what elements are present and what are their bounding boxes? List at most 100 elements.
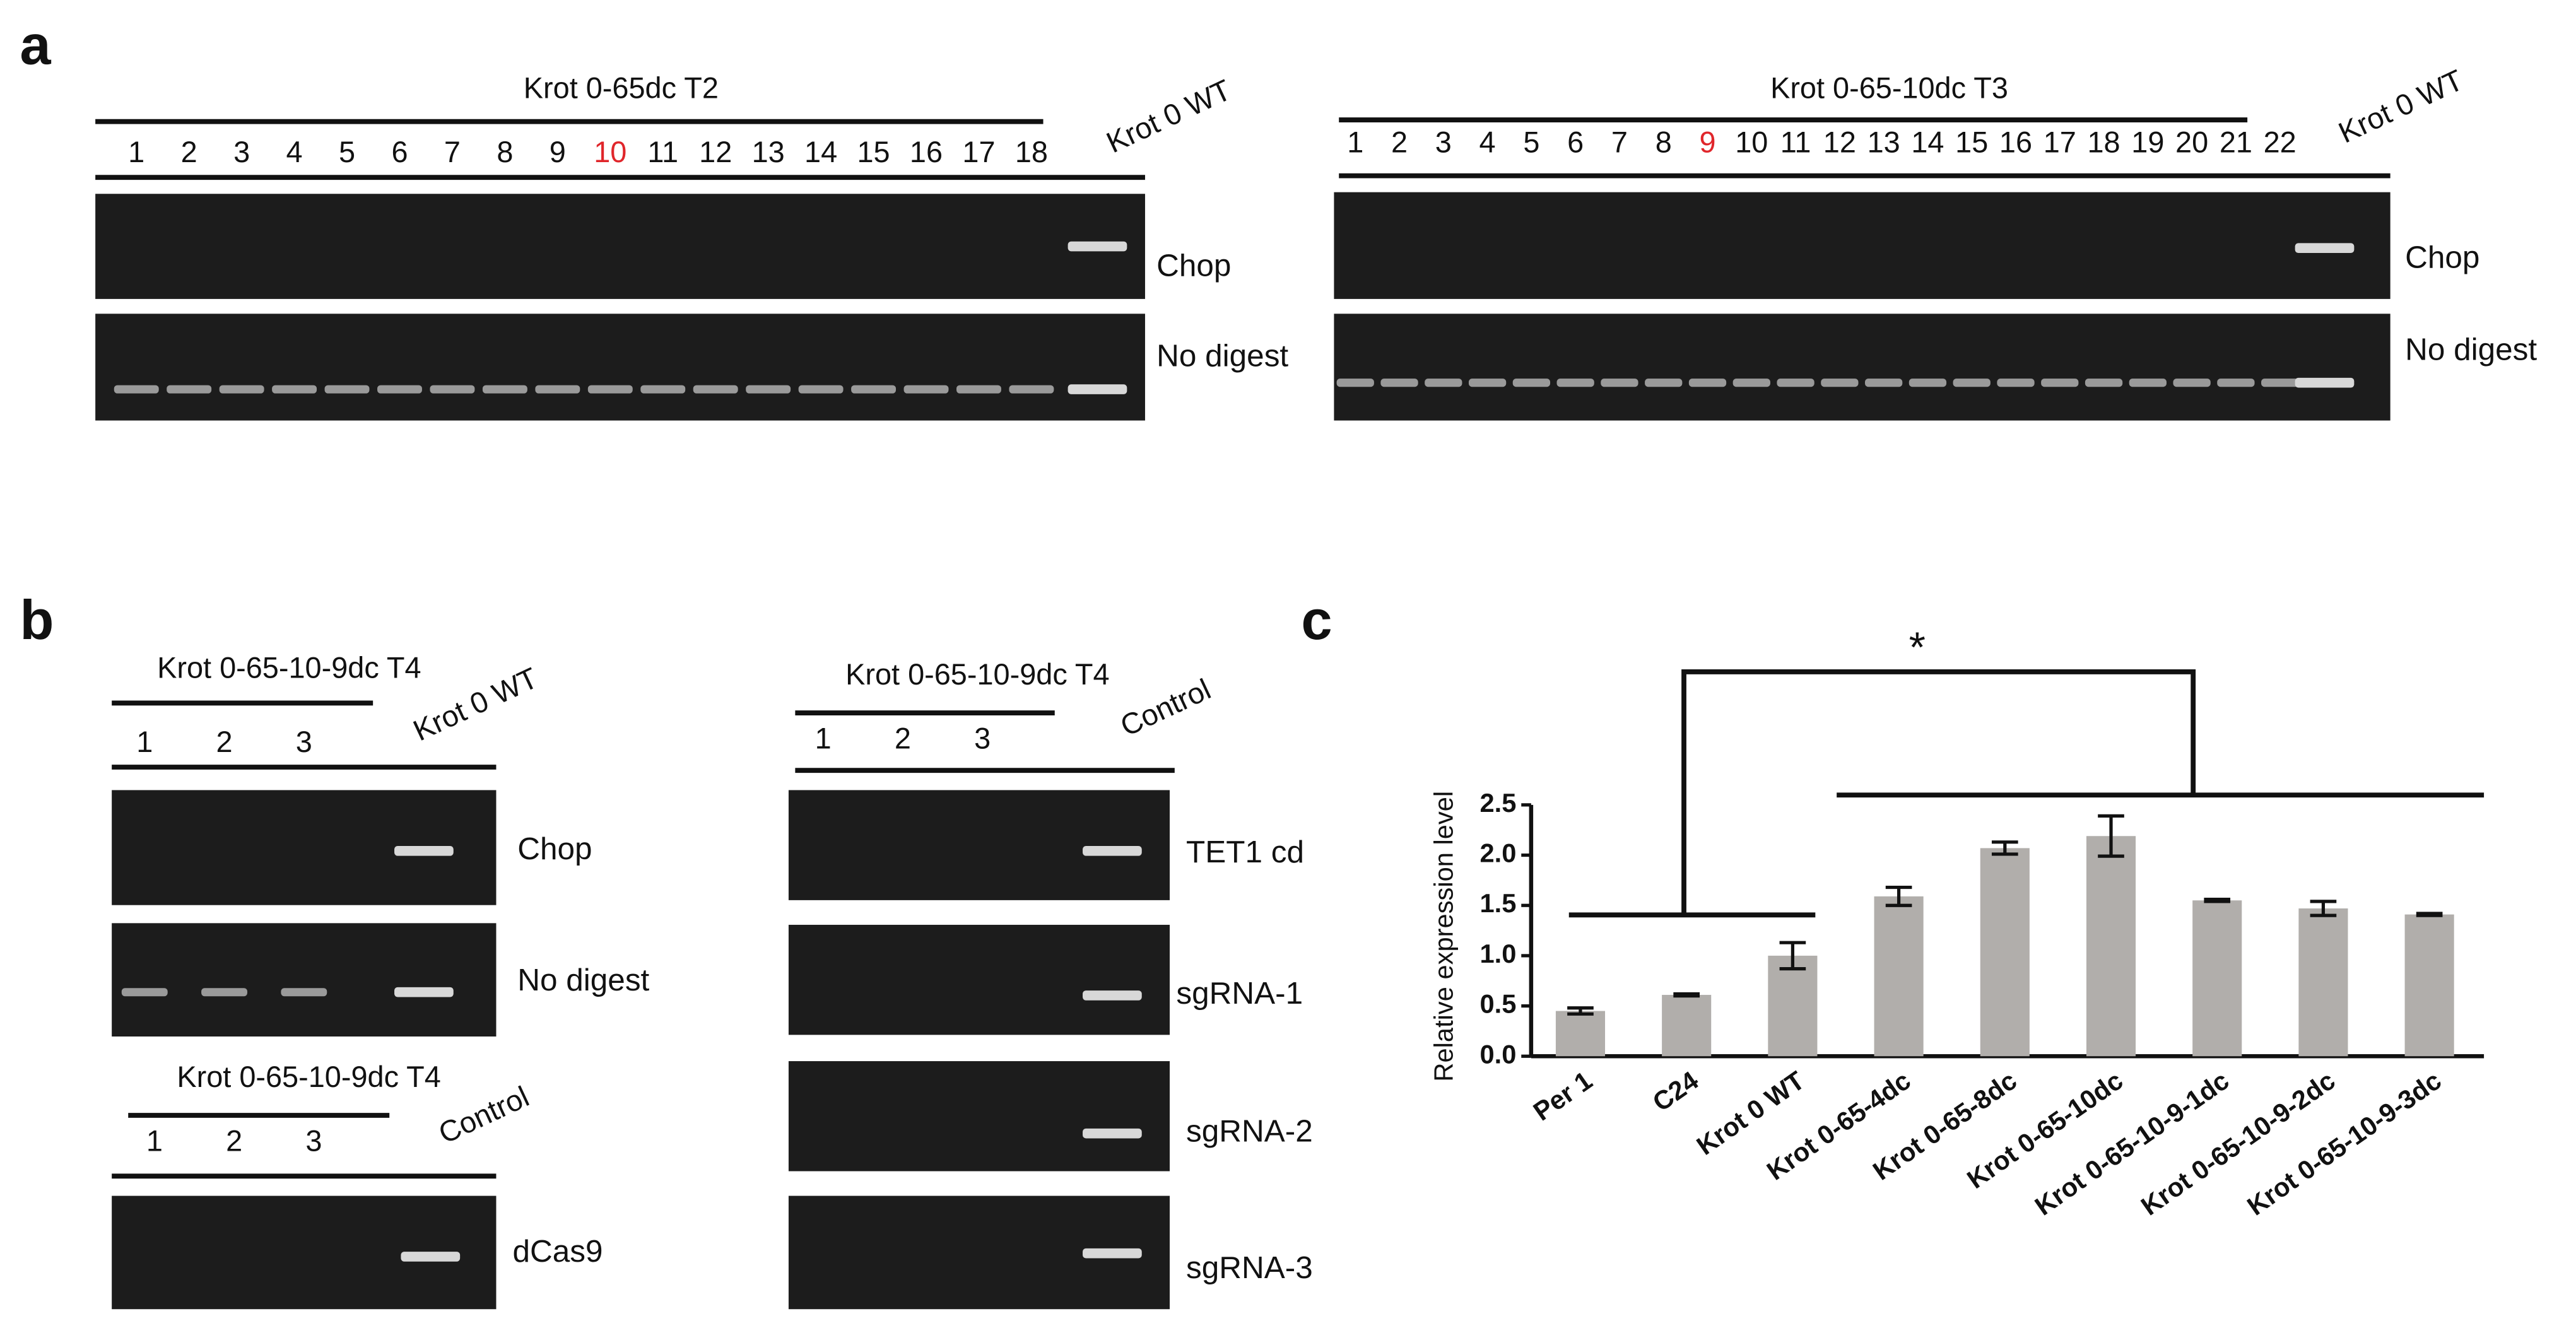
- gel-label: Chop: [517, 831, 592, 866]
- gel-label: No digest: [517, 963, 649, 997]
- gel-image: [95, 194, 1145, 299]
- lane-label: 6: [391, 136, 408, 168]
- gel-band: [1425, 379, 1462, 387]
- gel-band: [1821, 379, 1859, 387]
- gel-band: [693, 385, 738, 394]
- gel-band: [201, 988, 247, 997]
- gel-band: [1997, 379, 2035, 387]
- gel-band: [640, 385, 686, 394]
- gel-band: [2217, 379, 2255, 387]
- lane-label: 14: [804, 136, 837, 168]
- lane-label: 2: [1391, 126, 1408, 159]
- error-bar: [2098, 814, 2124, 858]
- lane-label: 6: [1567, 126, 1584, 159]
- gel-band: [394, 987, 454, 997]
- gel-band: [1732, 379, 1770, 387]
- gel-band: [587, 385, 633, 394]
- gel-band: [2041, 379, 2079, 387]
- gel-band: [401, 1252, 461, 1262]
- gel-label: Chop: [2405, 240, 2479, 274]
- lane-label: 1: [128, 136, 144, 168]
- error-bar: [1673, 992, 1700, 998]
- gel-label: Chop: [1156, 248, 1231, 283]
- lane-label: 18: [1015, 136, 1048, 168]
- lane-label: 5: [339, 136, 355, 168]
- lane-label: 3: [974, 722, 991, 755]
- gel-band: [1953, 379, 1991, 387]
- lane-label: 15: [857, 136, 890, 168]
- gel-band: [1777, 379, 1814, 387]
- gel-band: [2295, 377, 2355, 388]
- lane-label: 2: [216, 725, 232, 758]
- gel-band: [798, 385, 844, 394]
- gel-title: Krot 0-65-10-9dc T4: [157, 652, 421, 684]
- bar: [2086, 836, 2136, 1057]
- gel-label: TET1 cd: [1186, 835, 1304, 869]
- lane-label: 16: [1999, 126, 2032, 159]
- lane-label: 12: [699, 136, 732, 168]
- y-axis-label: Relative expression level: [1428, 791, 1458, 1082]
- lane-label: 14: [1911, 126, 1944, 159]
- gel-title: Krot 0-65-10-9dc T4: [177, 1060, 440, 1093]
- gel-label: No digest: [2405, 332, 2537, 367]
- bracket-line: [1681, 669, 2196, 915]
- lane-label: 2: [895, 722, 911, 755]
- gel-band: [394, 845, 454, 856]
- error-bar: [2204, 898, 2231, 903]
- lane-label: 13: [1867, 126, 1900, 159]
- bar: [1768, 955, 1818, 1057]
- lane-label: 22: [2264, 126, 2297, 159]
- lane-label: 1: [815, 722, 832, 755]
- gel-band: [1468, 379, 1507, 387]
- gel-band: [851, 385, 897, 394]
- gel-band: [1083, 1248, 1142, 1259]
- gel-band: [2085, 379, 2123, 387]
- lane-label: 3: [296, 725, 312, 758]
- gel-image: [788, 924, 1170, 1035]
- gel-label: dCas9: [512, 1234, 603, 1269]
- gel-band: [1864, 379, 1903, 387]
- panel-label: c: [1301, 589, 1332, 651]
- bar: [1980, 848, 2030, 1057]
- lane-label: 18: [2087, 126, 2120, 159]
- error-bar: [1991, 840, 2018, 856]
- lane-label: 19: [2131, 126, 2164, 159]
- gel-band: [1601, 379, 1638, 387]
- gel-band: [956, 385, 1001, 394]
- gel-band: [1067, 241, 1127, 252]
- gel-band: [281, 988, 327, 997]
- lane-label: 12: [1823, 126, 1856, 159]
- lane-label: 3: [233, 136, 250, 168]
- gel-band: [2295, 243, 2355, 253]
- error-bar: [2416, 912, 2443, 917]
- lane-label: 1: [136, 725, 153, 758]
- lane-label: 1: [146, 1125, 163, 1158]
- lane-label: 21: [2220, 126, 2252, 159]
- bar: [2404, 914, 2454, 1057]
- gel-image: [788, 1061, 1170, 1172]
- bar: [2298, 908, 2348, 1057]
- lane-label: 1: [1347, 126, 1363, 159]
- lane-label: 8: [1656, 126, 1672, 159]
- gel-band: [1556, 379, 1594, 387]
- gel-band: [1380, 379, 1418, 387]
- gel-band: [121, 988, 168, 997]
- gel-band: [1083, 990, 1142, 1001]
- gel-label: sgRNA-3: [1186, 1250, 1313, 1285]
- y-tick-label: 0.0: [1480, 1039, 1517, 1069]
- error-bar: [1885, 885, 1912, 907]
- gel-image: [788, 790, 1170, 900]
- gel-band: [1688, 379, 1727, 387]
- gel-band: [377, 385, 422, 394]
- gel-band: [167, 385, 212, 394]
- gel-label: sgRNA-1: [1176, 976, 1303, 1011]
- y-tick-label: 1.5: [1480, 888, 1517, 918]
- gel-label: No digest: [1156, 339, 1288, 373]
- lane-label: 10: [594, 136, 626, 168]
- gel-band: [1908, 379, 1947, 387]
- lane-label: 7: [1611, 126, 1628, 159]
- gel-band: [219, 385, 264, 394]
- lane-label: 8: [497, 136, 513, 168]
- bar: [1662, 995, 1712, 1057]
- lane-label: 7: [444, 136, 461, 168]
